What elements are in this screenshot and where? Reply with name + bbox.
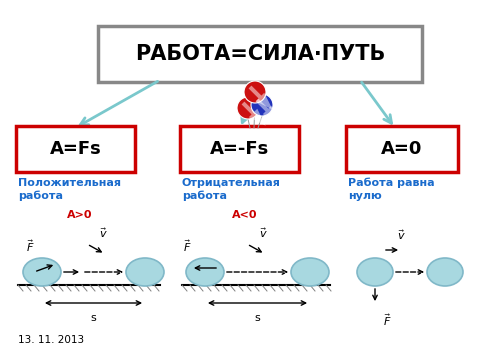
FancyBboxPatch shape [98,26,422,82]
FancyBboxPatch shape [180,126,299,172]
Circle shape [244,81,266,103]
Text: $\vec{F}$: $\vec{F}$ [26,238,34,254]
Text: $\vec{F}$: $\vec{F}$ [383,312,391,328]
Ellipse shape [291,258,329,286]
Text: РАБОТА=СИЛА·ПУТЬ: РАБОТА=СИЛА·ПУТЬ [135,44,385,64]
Text: s: s [255,313,261,323]
FancyArrow shape [241,102,266,126]
Text: A=-Fs: A=-Fs [210,140,269,158]
Text: $\vec{F}$: $\vec{F}$ [182,238,191,254]
FancyArrow shape [256,99,280,123]
Ellipse shape [23,258,61,286]
Ellipse shape [126,258,164,286]
Text: Отрицательная
работа: Отрицательная работа [182,178,281,201]
Ellipse shape [357,258,393,286]
Text: 13. 11. 2013: 13. 11. 2013 [18,335,84,345]
Text: A>0: A>0 [67,210,93,220]
FancyBboxPatch shape [16,126,135,172]
Text: s: s [91,313,96,323]
Text: $\vec{v}$: $\vec{v}$ [99,226,107,240]
Text: Работа равна
нулю: Работа равна нулю [348,178,434,201]
Text: A<0: A<0 [232,210,258,220]
Text: A=Fs: A=Fs [50,140,102,158]
Text: Положительная
работа: Положительная работа [18,178,121,201]
Circle shape [237,97,259,119]
Ellipse shape [186,258,224,286]
FancyArrow shape [249,85,273,110]
FancyBboxPatch shape [346,126,458,172]
Circle shape [251,94,273,116]
Text: A=0: A=0 [381,140,422,158]
Text: $\vec{v}$: $\vec{v}$ [259,226,267,240]
Ellipse shape [427,258,463,286]
Text: $\vec{v}$: $\vec{v}$ [397,228,405,242]
